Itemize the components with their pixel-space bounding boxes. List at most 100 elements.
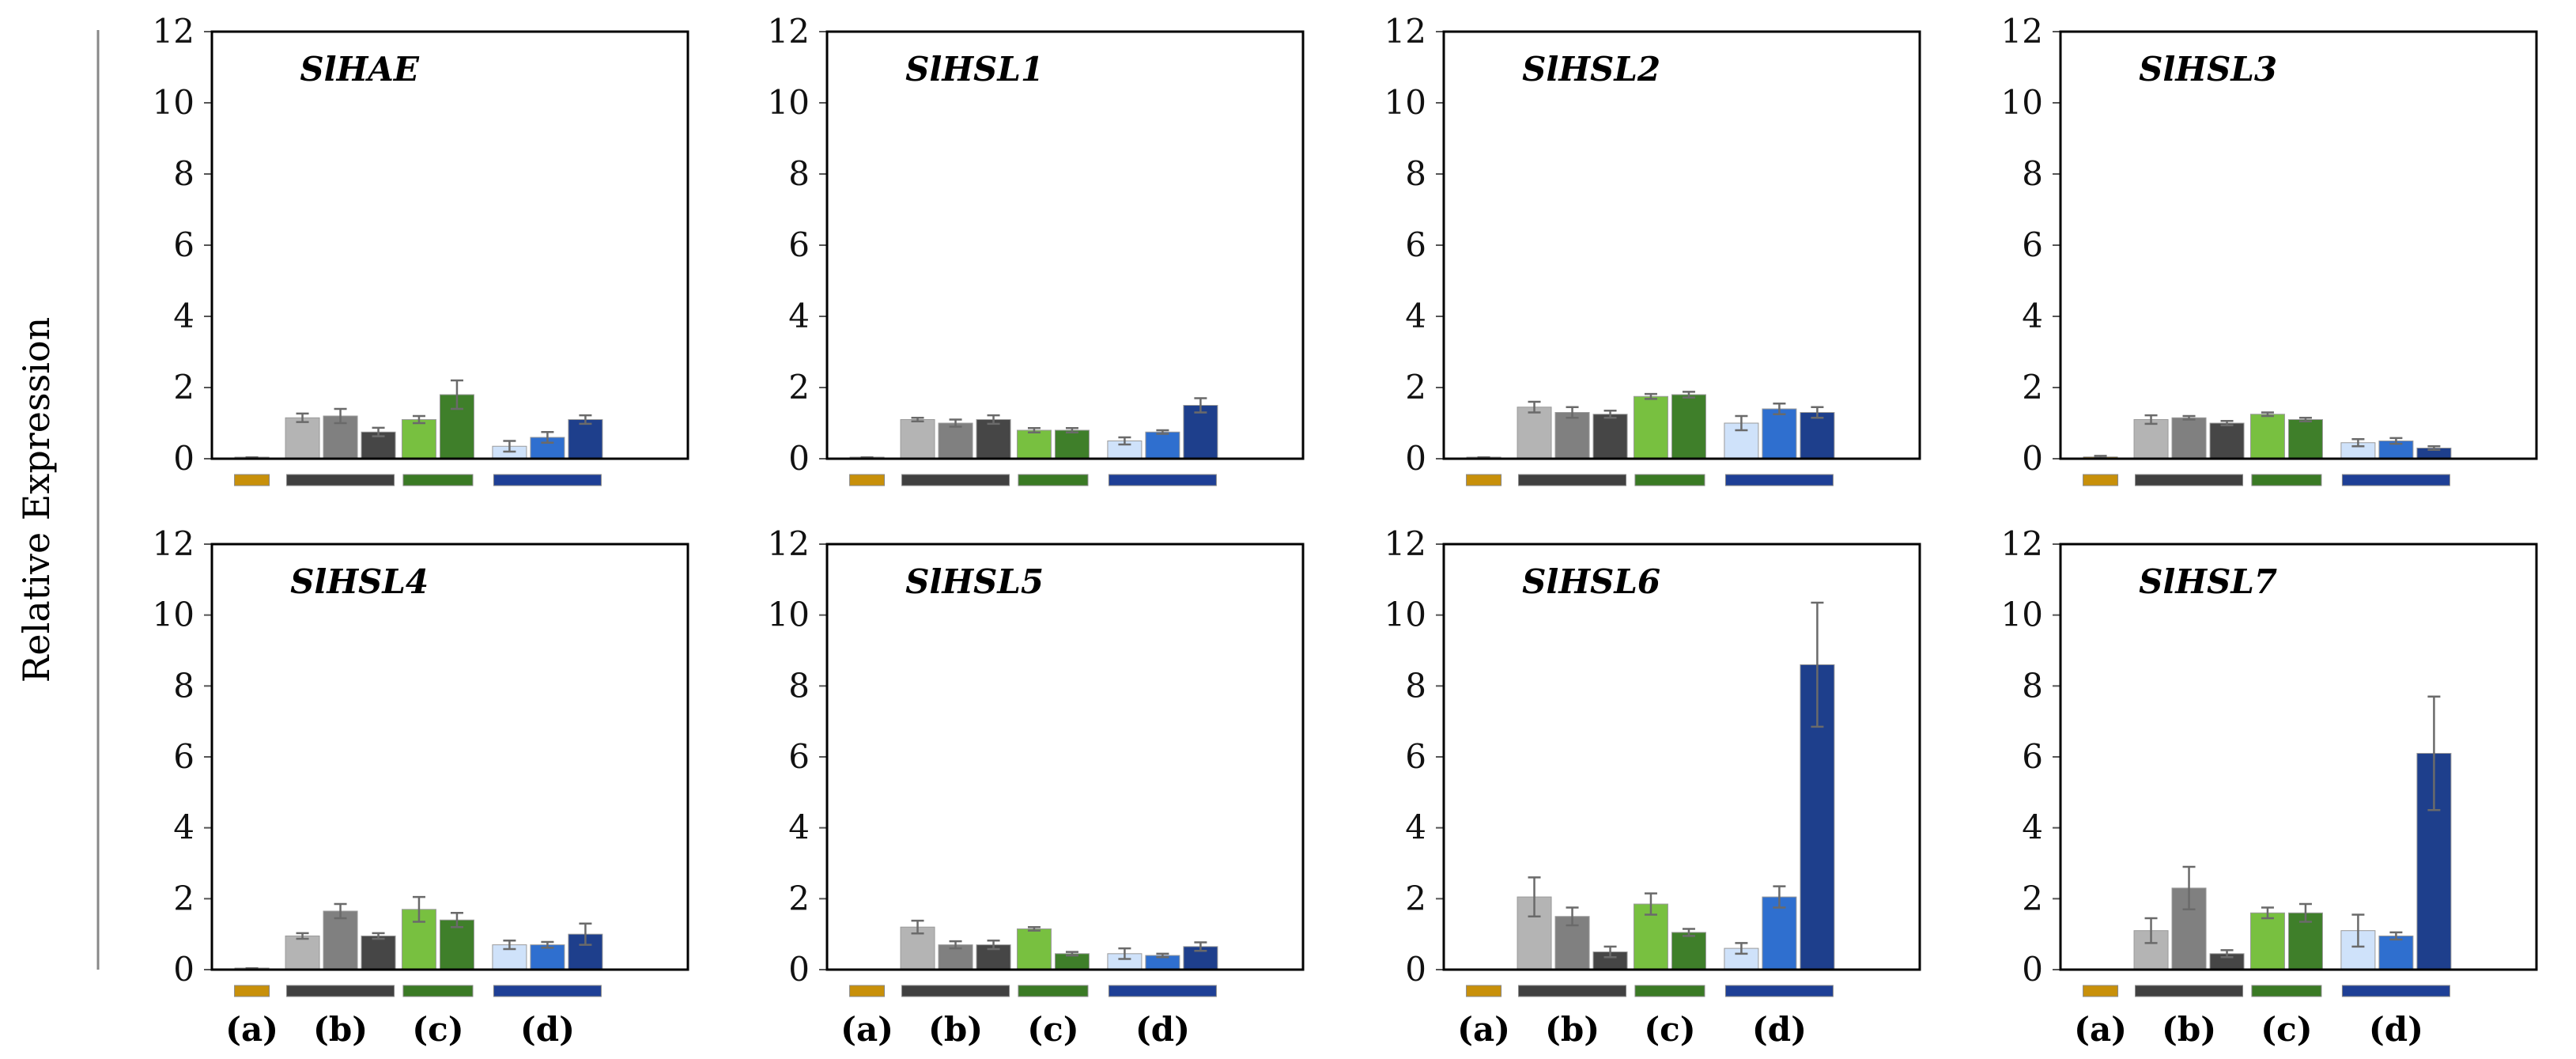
group-indicator-b: [901, 985, 1010, 997]
y-tick-label: 2: [2022, 879, 2043, 917]
group-label-d: (d): [1752, 1010, 1807, 1049]
group-indicator-c: [1634, 474, 1705, 486]
y-tick-label: 2: [788, 879, 810, 917]
group-label-b: (b): [928, 1010, 983, 1049]
y-tick-label: 8: [173, 154, 195, 193]
y-tick-label: 10: [2001, 83, 2043, 122]
y-tick-label: 4: [2022, 808, 2043, 847]
y-tick-label: 4: [173, 808, 195, 847]
y-tick-label: 4: [1405, 808, 1426, 847]
y-tick-label: 10: [768, 596, 810, 634]
y-tick-label: 10: [153, 596, 195, 634]
panel-title: SlHSL4: [290, 562, 429, 601]
panel-title: SlHSL5: [905, 562, 1044, 601]
group-indicator-c: [1634, 985, 1705, 997]
y-tick-label: 4: [2022, 297, 2043, 335]
y-tick-label: 8: [173, 666, 195, 705]
y-tick-label: 4: [788, 808, 810, 847]
group-indicator-d: [1724, 474, 1834, 486]
y-tick-label: 0: [788, 439, 810, 478]
y-tick-label: 12: [1384, 12, 1426, 51]
plot-frame: [2059, 30, 2538, 460]
y-tick-label: 4: [173, 297, 195, 335]
group-indicator-d: [1724, 985, 1834, 997]
group-indicator-c: [2251, 474, 2322, 486]
group-indicator-d: [2341, 474, 2450, 486]
bar-b-3: [1592, 414, 1628, 460]
group-indicator-b: [1518, 474, 1627, 486]
group-indicator-b: [286, 474, 395, 486]
y-tick-label: 2: [173, 879, 195, 917]
group-label-b: (b): [1545, 1010, 1600, 1049]
bar-b-3: [361, 935, 396, 970]
y-tick-label: 10: [1384, 596, 1426, 634]
y-tick-label: 8: [788, 666, 810, 705]
panel-SlHSL2: 0 2 4 6 8 10 12 SlHSL2: [1384, 12, 1921, 486]
group-indicator-b: [1518, 985, 1627, 997]
y-tick-label: 10: [2001, 596, 2043, 634]
y-tick-label: 4: [1405, 297, 1426, 335]
y-tick-label: 12: [768, 524, 810, 563]
y-tick-label: 0: [2022, 950, 2043, 989]
group-indicator-d: [493, 474, 602, 486]
panel-title: SlHSL6: [1522, 562, 1660, 601]
panel-SlHAE: 0 2 4 6 8 10 12 SlHAE: [153, 12, 689, 486]
bar-b-1: [900, 419, 935, 460]
y-tick-label: 6: [2022, 225, 2043, 264]
y-tick-label: 12: [2001, 12, 2043, 51]
plot-frame: [825, 30, 1305, 460]
y-tick-label: 0: [173, 439, 195, 478]
y-tick-label: 10: [768, 83, 810, 122]
plot-frame: [210, 30, 689, 460]
bar-d-2: [2378, 935, 2414, 970]
panel-SlHSL6: 0 2 4 6 8 10 12 (a) (b) (c) (d) SlHSL6: [1384, 524, 1921, 1049]
y-tick-label: 12: [153, 524, 195, 563]
group-indicator-b: [2135, 985, 2244, 997]
group-indicator-a: [234, 985, 270, 997]
y-tick-label: 2: [173, 368, 195, 407]
y-tick-label: 4: [788, 297, 810, 335]
y-tick-label: 10: [1384, 83, 1426, 122]
panel-SlHSL7: 0 2 4 6 8 10 12 (a) (b) (c) (d) SlHSL7: [2001, 524, 2538, 1049]
y-tick-label: 6: [173, 737, 195, 776]
y-tick-label: 2: [1405, 879, 1426, 917]
y-tick-label: 12: [2001, 524, 2043, 563]
group-indicator-a: [2083, 985, 2119, 997]
bar-b-3: [2209, 422, 2245, 460]
bar-c-1: [401, 419, 436, 460]
bar-c-1: [1016, 928, 1052, 970]
group-label-c: (c): [412, 1010, 463, 1049]
plot-frame: [1442, 30, 1921, 460]
panel-title: SlHSL2: [1522, 50, 1660, 89]
panel-SlHSL1: 0 2 4 6 8 10 12 SlHSL1: [768, 12, 1305, 486]
y-tick-label: 0: [1405, 950, 1426, 989]
bar-b-2: [323, 910, 358, 970]
bar-c-1: [1633, 395, 1668, 460]
group-label-d: (d): [1135, 1010, 1190, 1049]
bar-c-1: [1016, 429, 1052, 460]
group-indicator-a: [234, 474, 270, 486]
group-indicator-c: [402, 474, 474, 486]
plot-frame: [2059, 543, 2538, 971]
group-indicator-d: [2341, 985, 2450, 997]
y-tick-label: 0: [1405, 439, 1426, 478]
y-tick-label: 6: [173, 225, 195, 264]
bar-b-3: [976, 419, 1011, 460]
y-tick-label: 8: [788, 154, 810, 193]
group-label-c: (c): [1027, 1010, 1078, 1049]
bar-c-2: [2287, 419, 2323, 460]
plot-frame: [1442, 543, 1921, 971]
group-indicator-a: [1466, 985, 1502, 997]
bar-d-3: [1800, 412, 1835, 460]
group-indicator-a: [849, 985, 886, 997]
group-label-b: (b): [2162, 1010, 2216, 1049]
bar-c-2: [1671, 932, 1706, 970]
group-label-c: (c): [1644, 1010, 1695, 1049]
bar-b-2: [938, 422, 973, 460]
bar-b-2: [2171, 417, 2207, 460]
y-tick-label: 2: [1405, 368, 1426, 407]
y-tick-label: 8: [2022, 666, 2043, 705]
panel-SlHSL3: 0 2 4 6 8 10 12 SlHSL3: [2001, 12, 2538, 486]
group-indicator-c: [2251, 985, 2322, 997]
